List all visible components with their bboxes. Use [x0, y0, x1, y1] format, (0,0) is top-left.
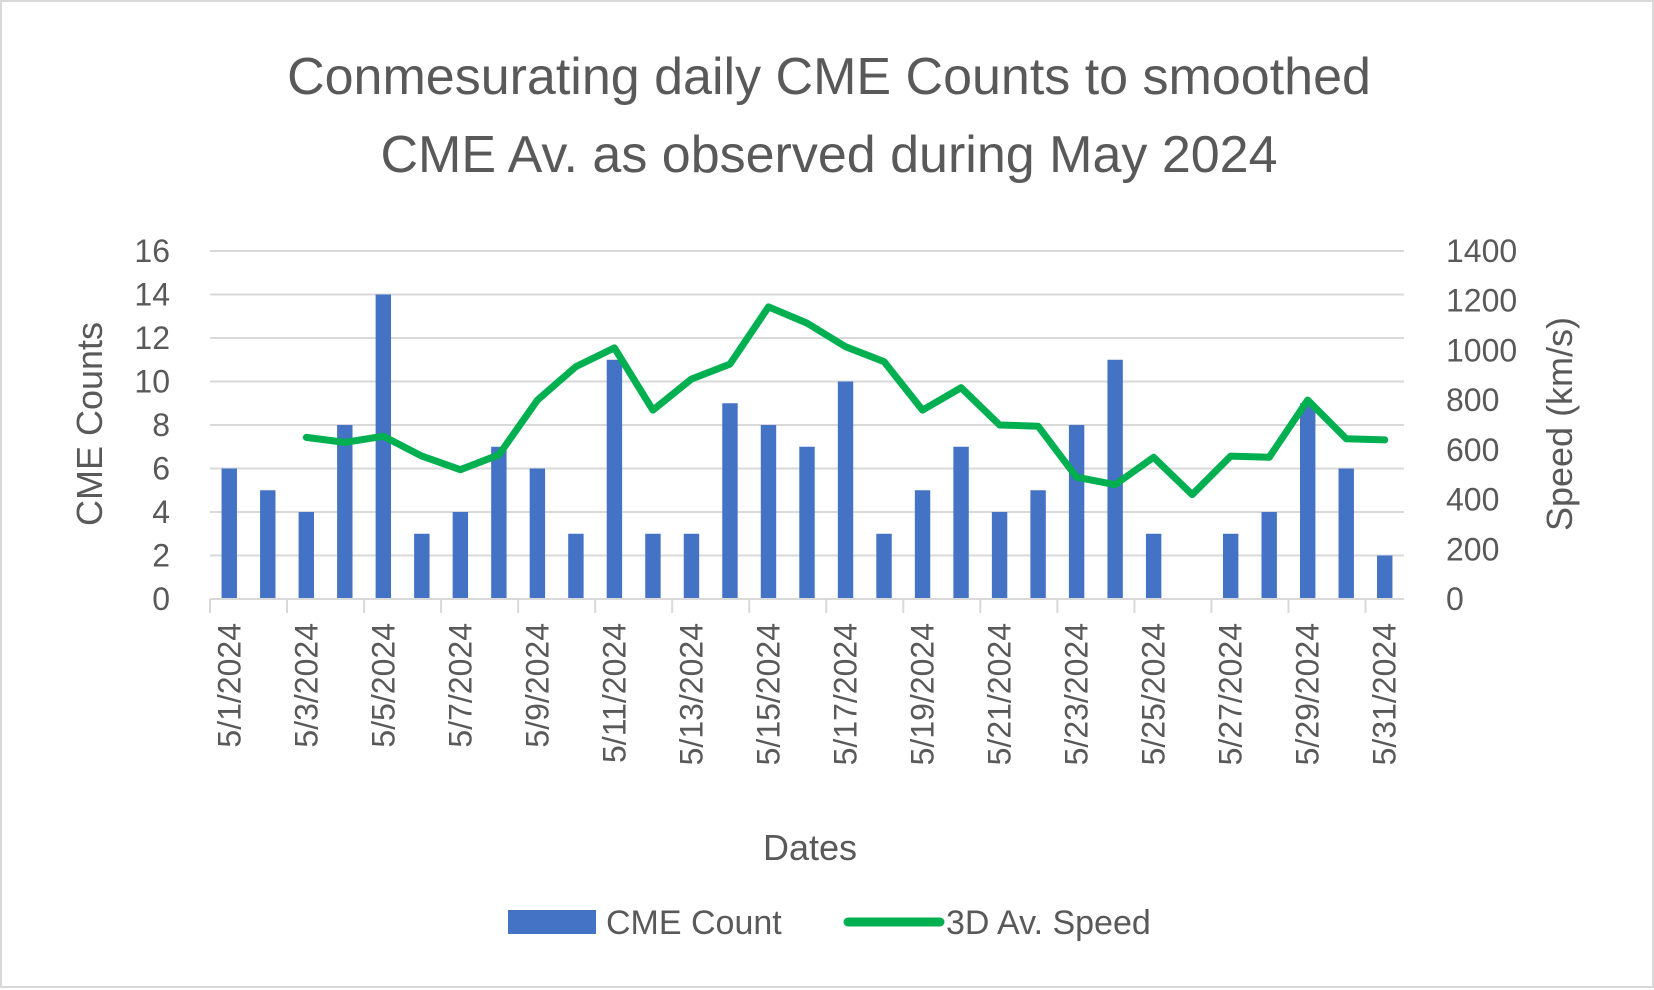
bar-cme-count	[491, 447, 506, 599]
x-tick-label: 5/31/2024	[1367, 623, 1403, 765]
bar-cme-count	[876, 534, 891, 599]
y-axis-right-title: Speed (km/s)	[1539, 317, 1580, 531]
x-axis-title: Dates	[763, 827, 857, 868]
bar-cme-count	[299, 512, 314, 599]
x-tick-label: 5/27/2024	[1213, 623, 1249, 765]
bar-cme-count	[453, 512, 468, 599]
chart-title-line-2: CME Av. as observed during May 2024	[381, 126, 1278, 184]
x-tick-label: 5/3/2024	[288, 623, 324, 748]
y-right-tick-label: 1000	[1446, 332, 1517, 368]
x-tick-label: 5/9/2024	[519, 623, 555, 748]
bar-cme-count	[1030, 490, 1045, 599]
bar-cme-count	[337, 425, 352, 599]
bar-cme-count	[260, 490, 275, 599]
y-left-tick-label: 16	[134, 233, 170, 269]
y-right-tick-label: 0	[1446, 581, 1464, 617]
y-left-tick-label: 2	[152, 538, 170, 574]
y-right-tick-label: 200	[1446, 531, 1499, 567]
x-tick-label: 5/23/2024	[1059, 623, 1095, 765]
y-axis-left-title: CME Counts	[69, 322, 110, 526]
x-tick-label: 5/25/2024	[1136, 623, 1172, 765]
x-tick-label: 5/29/2024	[1290, 623, 1326, 765]
bar-cme-count	[568, 534, 583, 599]
bar-cme-count	[992, 512, 1007, 599]
y-left-tick-label: 14	[134, 277, 170, 313]
bar-cme-count	[799, 447, 814, 599]
x-tick-label: 5/13/2024	[673, 623, 709, 765]
bar-cme-count	[1069, 425, 1084, 599]
legend-label-cme-count: CME Count	[606, 904, 782, 942]
x-tick-label: 5/11/2024	[596, 623, 632, 763]
y-right-tick-label: 600	[1446, 432, 1499, 468]
y-left-tick-label: 6	[152, 451, 170, 487]
x-tick-label: 5/5/2024	[365, 623, 401, 748]
y-left-tick-label: 10	[134, 364, 170, 400]
x-tick-label: 5/7/2024	[442, 623, 478, 748]
bar-cme-count	[915, 490, 930, 599]
bar-cme-count	[1223, 534, 1238, 599]
bar-cme-count	[838, 382, 853, 600]
y-right-tick-label: 1400	[1446, 233, 1517, 269]
bar-cme-count	[1377, 556, 1392, 600]
y-left-tick-label: 0	[152, 581, 170, 617]
y-right-tick-label: 1200	[1446, 283, 1517, 319]
bar-cme-count	[607, 360, 622, 599]
bar-cme-count	[761, 425, 776, 599]
legend-swatch-cme-count	[508, 910, 596, 934]
x-tick-label: 5/19/2024	[905, 623, 941, 765]
bar-cme-count	[645, 534, 660, 599]
y-right-tick-label: 400	[1446, 482, 1499, 518]
y-left-tick-label: 12	[134, 320, 170, 356]
bar-cme-count	[222, 469, 237, 600]
chart-title-line-1: Conmesurating daily CME Counts to smooth…	[287, 48, 1371, 106]
x-tick-label: 5/1/2024	[211, 623, 247, 748]
x-tick-label: 5/21/2024	[982, 623, 1018, 765]
x-tick-label: 5/17/2024	[828, 623, 864, 765]
bar-cme-count	[722, 403, 737, 599]
x-tick-label: 5/15/2024	[750, 623, 786, 765]
bar-cme-count	[1339, 469, 1354, 600]
y-left-tick-label: 8	[152, 407, 170, 443]
bar-cme-count	[376, 295, 391, 600]
bar-cme-count	[684, 534, 699, 599]
bar-cme-count	[1300, 403, 1315, 599]
bar-cme-count	[1261, 512, 1276, 599]
bar-cme-count	[953, 447, 968, 599]
y-right-tick-label: 800	[1446, 382, 1499, 418]
bar-cme-count	[530, 469, 545, 600]
bar-cme-count	[1146, 534, 1161, 599]
bar-cme-count	[414, 534, 429, 599]
legend: CME Count 3D Av. Speed	[508, 904, 1151, 942]
y-left-tick-label: 4	[152, 494, 170, 530]
legend-label-speed: 3D Av. Speed	[946, 904, 1151, 942]
